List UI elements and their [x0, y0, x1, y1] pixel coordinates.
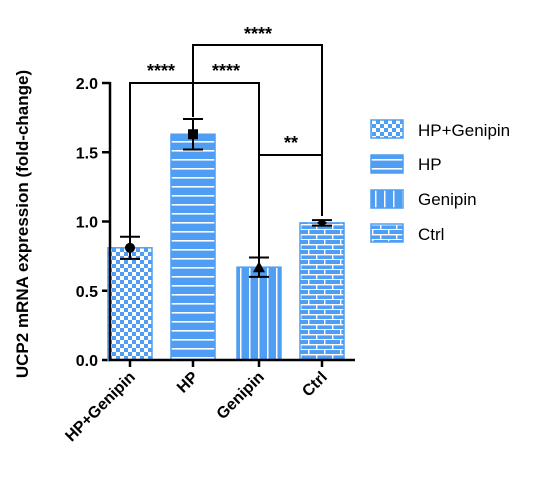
- marker-ctrl: [317, 218, 327, 227]
- legend-label-hpgenipin: HP+Genipin: [418, 121, 510, 140]
- y-tick-label: 0.0: [76, 353, 98, 370]
- bracket-hp-genipin: [193, 82, 260, 258]
- bar-hpgenipin: [107, 247, 153, 361]
- significance-brackets: **** **** **** **: [129, 24, 323, 258]
- bar-genipin: [236, 266, 282, 361]
- y-axis: 0.0 0.5 1.0 1.5 2.0: [76, 76, 110, 370]
- legend-swatch-ctrl: [370, 223, 404, 243]
- sig-label-3: ****: [244, 24, 272, 44]
- legend: HP+Genipin HP Genipin Ctrl: [370, 119, 510, 244]
- y-tick-label: 1.5: [76, 145, 98, 162]
- legend-swatch-hp: [370, 154, 404, 174]
- legend-label-genipin: Genipin: [418, 190, 477, 209]
- marker-hpgenipin: [125, 242, 135, 253]
- sig-label-4: **: [284, 133, 298, 153]
- bars: [107, 118, 345, 361]
- legend-label-hp: HP: [418, 155, 442, 174]
- y-tick-label: 0.5: [76, 284, 98, 301]
- x-tick-label-hp: HP: [174, 369, 202, 397]
- x-tick-label-hpgenipin: HP+Genipin: [62, 369, 138, 445]
- y-axis-label: UCP2 mRNA expression (fold-change): [13, 70, 32, 378]
- bracket-hp-ctrl: [192, 44, 323, 216]
- y-tick-label: 2.0: [76, 76, 98, 93]
- legend-label-ctrl: Ctrl: [418, 225, 444, 244]
- bar-hp: [170, 133, 216, 361]
- sig-label-1: ****: [147, 61, 175, 81]
- sig-label-2: ****: [212, 61, 240, 81]
- x-tick-label-genipin: Genipin: [214, 369, 268, 423]
- legend-swatch-hpgenipin: [370, 119, 404, 139]
- legend-swatch-genipin: [370, 189, 404, 209]
- x-axis-labels: HP+Genipin HP Genipin Ctrl: [62, 360, 331, 445]
- marker-hp: [188, 129, 198, 140]
- x-tick-label-ctrl: Ctrl: [299, 369, 331, 401]
- bar-ctrl: [299, 222, 345, 361]
- y-tick-label: 1.0: [76, 215, 98, 232]
- marker-genipin: [253, 261, 265, 273]
